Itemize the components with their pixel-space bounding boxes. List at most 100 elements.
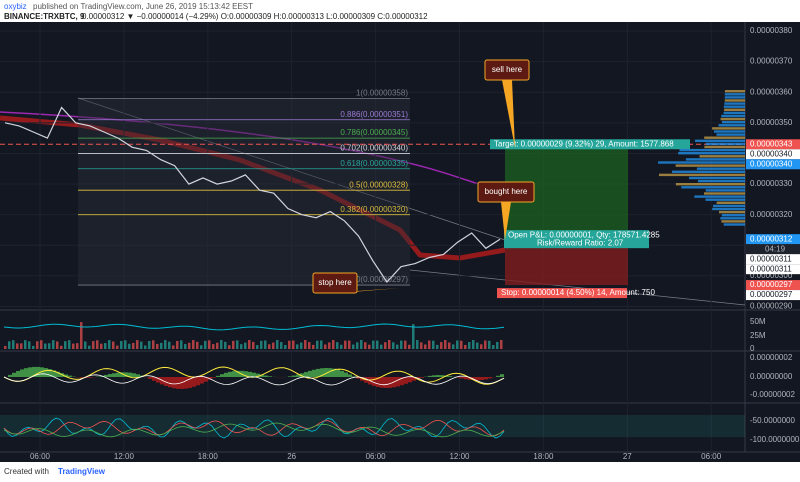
footer-bg bbox=[0, 462, 800, 482]
osc-hist bbox=[176, 377, 180, 389]
volume-bar bbox=[424, 344, 427, 349]
open-text: Open P&L: 0.00000001, Qty: 178571.4285 bbox=[508, 230, 660, 239]
target-text: Target: 0.00000029 (9.32%) 29, Amount: 1… bbox=[494, 139, 674, 148]
volume-profile bbox=[718, 124, 745, 127]
volume-bar bbox=[232, 340, 235, 349]
chart-bg bbox=[0, 22, 800, 462]
pane-tick-label: -100.0000000 bbox=[750, 435, 800, 444]
osc-hist bbox=[348, 374, 352, 377]
volume-bar bbox=[392, 342, 395, 349]
osc-hist bbox=[384, 377, 388, 389]
x-tick-label: 06:00 bbox=[701, 452, 722, 461]
footer-brand[interactable]: TradingView bbox=[58, 467, 106, 476]
volume-profile bbox=[689, 176, 745, 180]
price-tag bbox=[746, 264, 800, 275]
volume-bar bbox=[292, 340, 295, 349]
fib-label: 0.702(0.00000340) bbox=[340, 144, 408, 153]
volume-bar bbox=[368, 344, 371, 349]
osc-hist bbox=[304, 372, 308, 377]
volume-bar bbox=[308, 342, 311, 349]
x-tick-label: 06:00 bbox=[366, 452, 387, 461]
volume-bar bbox=[236, 340, 239, 349]
y-tick-label: 0.00000320 bbox=[750, 210, 793, 219]
osc-hist bbox=[164, 377, 168, 386]
osc-hist bbox=[168, 377, 172, 388]
osc-hist bbox=[372, 377, 376, 386]
user[interactable]: oxybiz bbox=[4, 2, 27, 11]
volume-bar bbox=[296, 344, 299, 349]
volume-bar bbox=[480, 344, 483, 349]
callout-text: sell here bbox=[492, 65, 523, 74]
y-tick-label: 0.00000350 bbox=[750, 118, 793, 127]
volume-bar bbox=[8, 341, 11, 349]
osc-hist bbox=[408, 377, 412, 383]
osc-hist bbox=[112, 373, 116, 377]
volume-bar bbox=[152, 340, 155, 349]
osc-hist bbox=[68, 375, 72, 377]
osc-hist bbox=[320, 368, 324, 377]
volume-bar bbox=[452, 344, 455, 349]
volume-profile bbox=[658, 161, 745, 164]
volume-bar bbox=[244, 342, 247, 349]
volume-bar bbox=[148, 341, 151, 349]
volume-profile bbox=[675, 183, 745, 186]
volume-bar bbox=[112, 341, 115, 349]
volume-bar bbox=[432, 340, 435, 349]
volume-profile bbox=[723, 223, 745, 226]
osc-hist bbox=[480, 377, 484, 380]
volume-bar bbox=[100, 343, 103, 349]
price-tag-label: 0.00000312 bbox=[750, 234, 793, 243]
volume-bar bbox=[384, 342, 387, 349]
volume-profile bbox=[671, 170, 745, 173]
osc-hist bbox=[448, 376, 452, 377]
volume-bar bbox=[336, 342, 339, 349]
osc-hist bbox=[32, 366, 36, 377]
volume-profile bbox=[721, 114, 745, 118]
volume-profile bbox=[720, 217, 745, 220]
callout bbox=[477, 181, 535, 203]
volume-profile bbox=[724, 108, 745, 111]
volume-bar bbox=[188, 342, 191, 349]
volume-profile bbox=[697, 179, 745, 183]
volume-bar bbox=[72, 343, 75, 349]
pane-tick-label: -50.0000000 bbox=[750, 416, 795, 425]
pane-tick-label: 0 bbox=[750, 344, 755, 353]
osc-hist bbox=[500, 374, 504, 377]
pane-tick-label: -0.00000002 bbox=[750, 390, 795, 399]
volume-bar bbox=[84, 341, 87, 349]
volume-bar bbox=[116, 345, 119, 349]
volume-profile bbox=[721, 220, 745, 223]
volume-bar bbox=[124, 340, 127, 349]
osc-hist bbox=[440, 375, 444, 377]
volume-bar bbox=[440, 342, 443, 349]
osc-hist bbox=[432, 375, 436, 377]
volume-bar bbox=[196, 341, 199, 349]
osc-hist bbox=[300, 373, 304, 377]
volume-bar bbox=[352, 344, 355, 349]
osc-hist bbox=[248, 371, 252, 377]
osc-hist bbox=[476, 377, 480, 381]
pane-tick-label: 25M bbox=[750, 331, 766, 340]
osc-hist bbox=[340, 370, 344, 377]
volume-bar bbox=[184, 343, 187, 349]
moving-average bbox=[0, 111, 506, 193]
volume-bar bbox=[428, 340, 431, 349]
volume-bar bbox=[268, 344, 271, 349]
osc-hist bbox=[220, 374, 224, 377]
volume-bar bbox=[316, 340, 319, 349]
volume-bar bbox=[96, 340, 99, 349]
osc-hist bbox=[56, 371, 60, 377]
volume-profile bbox=[716, 133, 745, 136]
osc-hist bbox=[428, 375, 432, 377]
volume-bar bbox=[132, 342, 135, 349]
price-tag-label: 0.00000297 bbox=[750, 290, 793, 299]
osc-hist bbox=[52, 370, 56, 377]
osc-hist bbox=[396, 377, 400, 387]
osc-hist bbox=[20, 369, 24, 377]
osc-hist bbox=[308, 370, 312, 377]
volume-profile bbox=[704, 145, 745, 149]
volume-bar bbox=[360, 340, 363, 349]
volume-bar bbox=[48, 343, 51, 349]
callout bbox=[312, 272, 358, 294]
osc-hist bbox=[244, 371, 248, 377]
